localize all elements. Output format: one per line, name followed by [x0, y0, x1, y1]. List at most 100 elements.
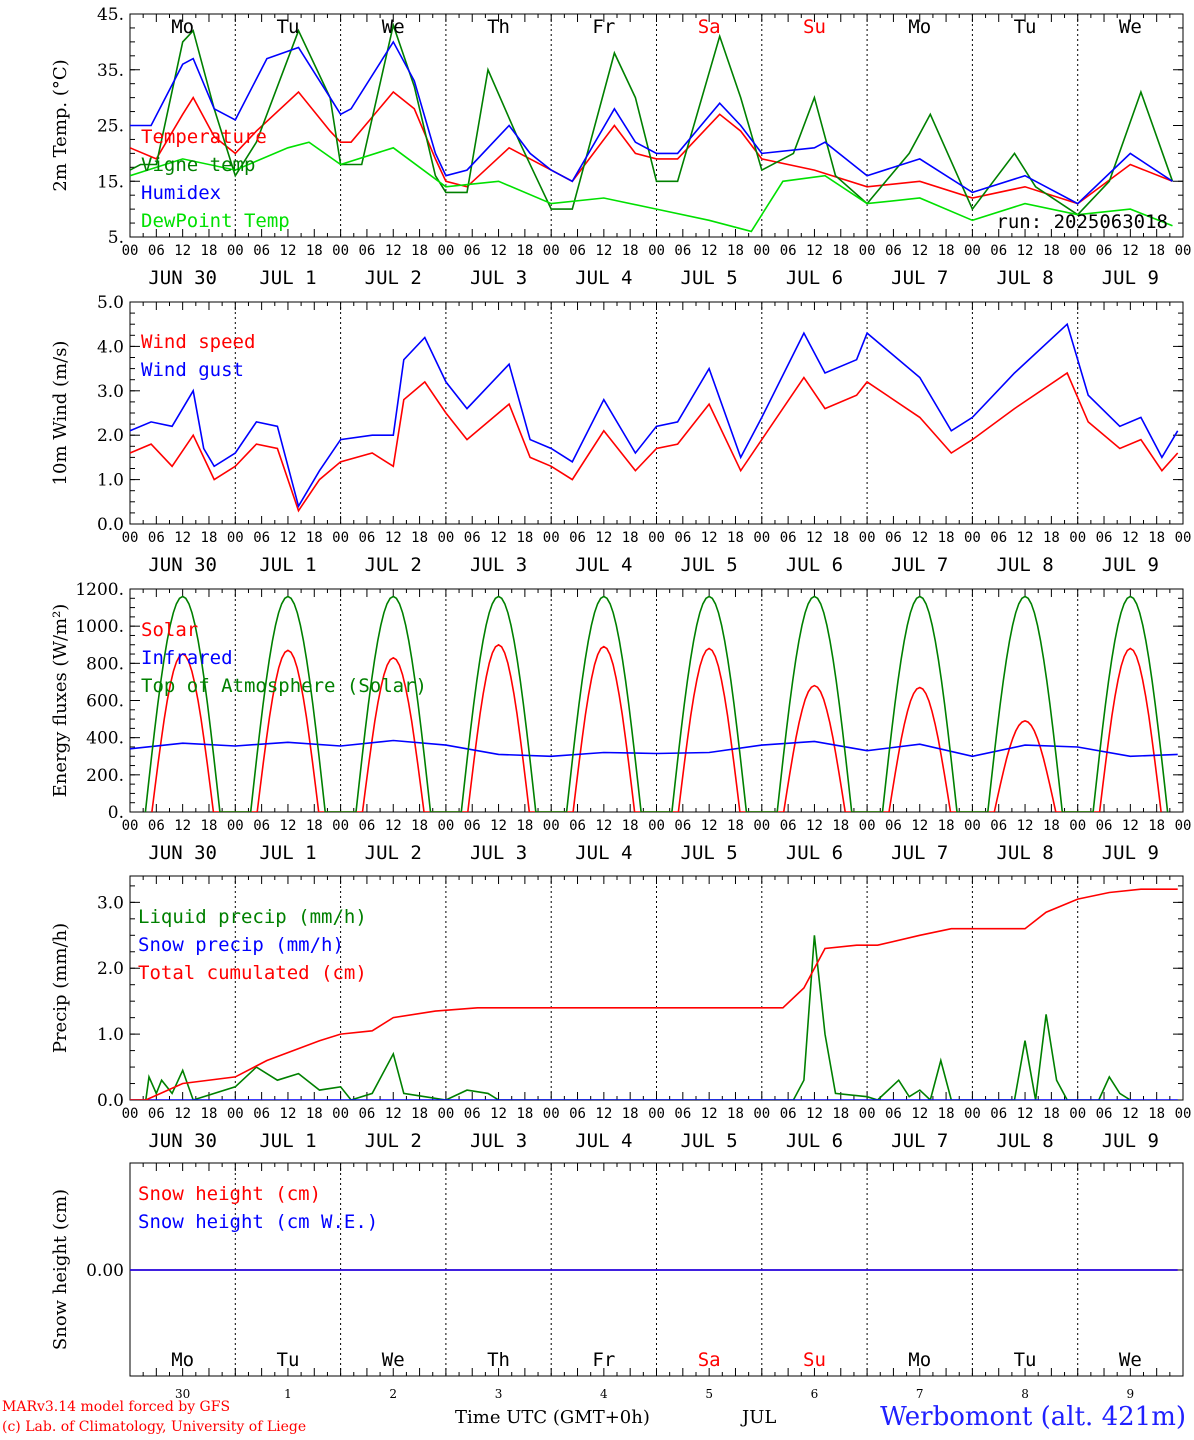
- y-axis-title: 2m Temp. (°C): [50, 59, 71, 191]
- hour-tick-label: 18: [306, 1106, 323, 1122]
- hour-tick-label: 00: [227, 243, 244, 259]
- date-label: JUL 5: [681, 267, 738, 289]
- hour-tick-label: 12: [595, 530, 612, 546]
- hour-tick-label: 00: [859, 1106, 876, 1122]
- hour-tick-label: 18: [1148, 530, 1165, 546]
- hour-tick-label: 12: [595, 818, 612, 834]
- legend-label: Total cumulated (cm): [138, 962, 367, 984]
- weekday-label: Su: [803, 1349, 826, 1371]
- legend-label: Humidex: [141, 182, 221, 204]
- date-label: JUL 8: [996, 842, 1053, 864]
- hour-tick-label: 00: [437, 818, 454, 834]
- hour-tick-label: 00: [437, 243, 454, 259]
- hour-tick-label: 06: [358, 243, 375, 259]
- date-label: JUL 9: [1102, 842, 1159, 864]
- month-label: JUL: [742, 1407, 777, 1428]
- hour-tick-label: 06: [148, 818, 165, 834]
- date-label: JUL 2: [365, 554, 422, 576]
- hour-tick-label: 12: [806, 1106, 823, 1122]
- date-label: JUL 5: [681, 1130, 738, 1152]
- hour-tick-label: 12: [911, 530, 928, 546]
- weekday-label: We: [1119, 16, 1142, 38]
- hour-tick-label: 06: [674, 530, 691, 546]
- hour-tick-label: 00: [964, 818, 981, 834]
- hour-tick-label: 18: [1043, 530, 1060, 546]
- legend-label: Top of Atmosphere (Solar): [141, 675, 427, 697]
- chart-panel-4: [129, 875, 1184, 1101]
- date-label: JUN 30: [148, 554, 217, 576]
- hour-tick-label: 00: [648, 1106, 665, 1122]
- hour-tick-label: 06: [148, 530, 165, 546]
- hour-tick-label: 12: [385, 1106, 402, 1122]
- date-label: JUL 2: [365, 842, 422, 864]
- hour-tick-label: 00: [964, 530, 981, 546]
- hour-tick-label: 12: [1017, 818, 1034, 834]
- weekday-label: Su: [803, 16, 826, 38]
- day-number: 4: [600, 1387, 608, 1401]
- hour-tick-label: 12: [911, 818, 928, 834]
- hour-tick-label: 06: [780, 818, 797, 834]
- hour-tick-label: 12: [174, 530, 191, 546]
- weekday-label: Tu: [1014, 1349, 1037, 1371]
- weekday-label: Fr: [592, 1349, 615, 1371]
- time-axis-title: Time UTC (GMT+0h): [455, 1407, 650, 1428]
- day-number: 5: [705, 1387, 713, 1401]
- hour-tick-label: 00: [859, 243, 876, 259]
- hour-tick-label: 00: [543, 818, 560, 834]
- hour-tick-label: 12: [280, 818, 297, 834]
- hour-tick-label: 00: [437, 1106, 454, 1122]
- hour-tick-label: 18: [1148, 243, 1165, 259]
- hour-tick-label: 18: [516, 243, 533, 259]
- hour-tick-label: 12: [280, 530, 297, 546]
- weekday-label: Tu: [1014, 16, 1037, 38]
- hour-tick-label: 06: [885, 243, 902, 259]
- y-tick-label: 35.: [97, 61, 124, 81]
- legend-label: DewPoint Temp: [141, 210, 290, 232]
- series-line: [130, 935, 1131, 1100]
- hour-tick-label: 12: [701, 243, 718, 259]
- series-line: [130, 322, 1179, 509]
- hour-tick-label: 12: [595, 1106, 612, 1122]
- y-tick-label: 5.: [108, 228, 124, 248]
- day-number: 7: [916, 1387, 924, 1401]
- legend-label: Snow precip (mm/h): [138, 934, 344, 956]
- hour-tick-label: 00: [1175, 243, 1192, 259]
- series-line: [130, 40, 1173, 205]
- y-tick-label: 1000.: [75, 617, 124, 637]
- hour-tick-label: 00: [1069, 530, 1086, 546]
- day-number: 6: [811, 1387, 819, 1401]
- weekday-label: Sa: [698, 16, 721, 38]
- day-number: 3: [495, 1387, 503, 1401]
- hour-tick-label: 06: [990, 243, 1007, 259]
- model-credit: MARv3.14 model forced by GFS: [2, 1399, 231, 1415]
- y-tick-label: 600.: [86, 692, 124, 712]
- hour-tick-label: 06: [569, 243, 586, 259]
- hour-tick-label: 06: [674, 243, 691, 259]
- date-label: JUL 9: [1102, 554, 1159, 576]
- hour-tick-label: 06: [464, 243, 481, 259]
- hour-tick-label: 00: [122, 1106, 139, 1122]
- day-number: 2: [389, 1387, 397, 1401]
- hour-tick-label: 12: [174, 243, 191, 259]
- hour-tick-label: 18: [832, 1106, 849, 1122]
- hour-tick-label: 12: [1122, 243, 1139, 259]
- hour-tick-label: 18: [727, 243, 744, 259]
- hour-tick-label: 12: [701, 1106, 718, 1122]
- hour-tick-label: 18: [411, 243, 428, 259]
- station-name: Werbomont (alt. 421m): [880, 1402, 1186, 1432]
- hour-tick-label: 00: [332, 530, 349, 546]
- hour-tick-label: 00: [1069, 1106, 1086, 1122]
- hour-tick-label: 06: [674, 818, 691, 834]
- hour-tick-label: 12: [1017, 530, 1034, 546]
- hour-tick-label: 18: [306, 243, 323, 259]
- hour-tick-label: 06: [780, 530, 797, 546]
- y-tick-label: 1.0: [97, 1025, 124, 1045]
- hour-tick-label: 18: [516, 818, 533, 834]
- weekday-label: We: [382, 16, 405, 38]
- hour-tick-label: 12: [701, 818, 718, 834]
- date-label: JUL 4: [575, 267, 632, 289]
- date-label: JUL 6: [786, 1130, 843, 1152]
- y-tick-label: 400.: [86, 729, 124, 749]
- hour-tick-label: 00: [543, 1106, 560, 1122]
- hour-tick-label: 12: [280, 1106, 297, 1122]
